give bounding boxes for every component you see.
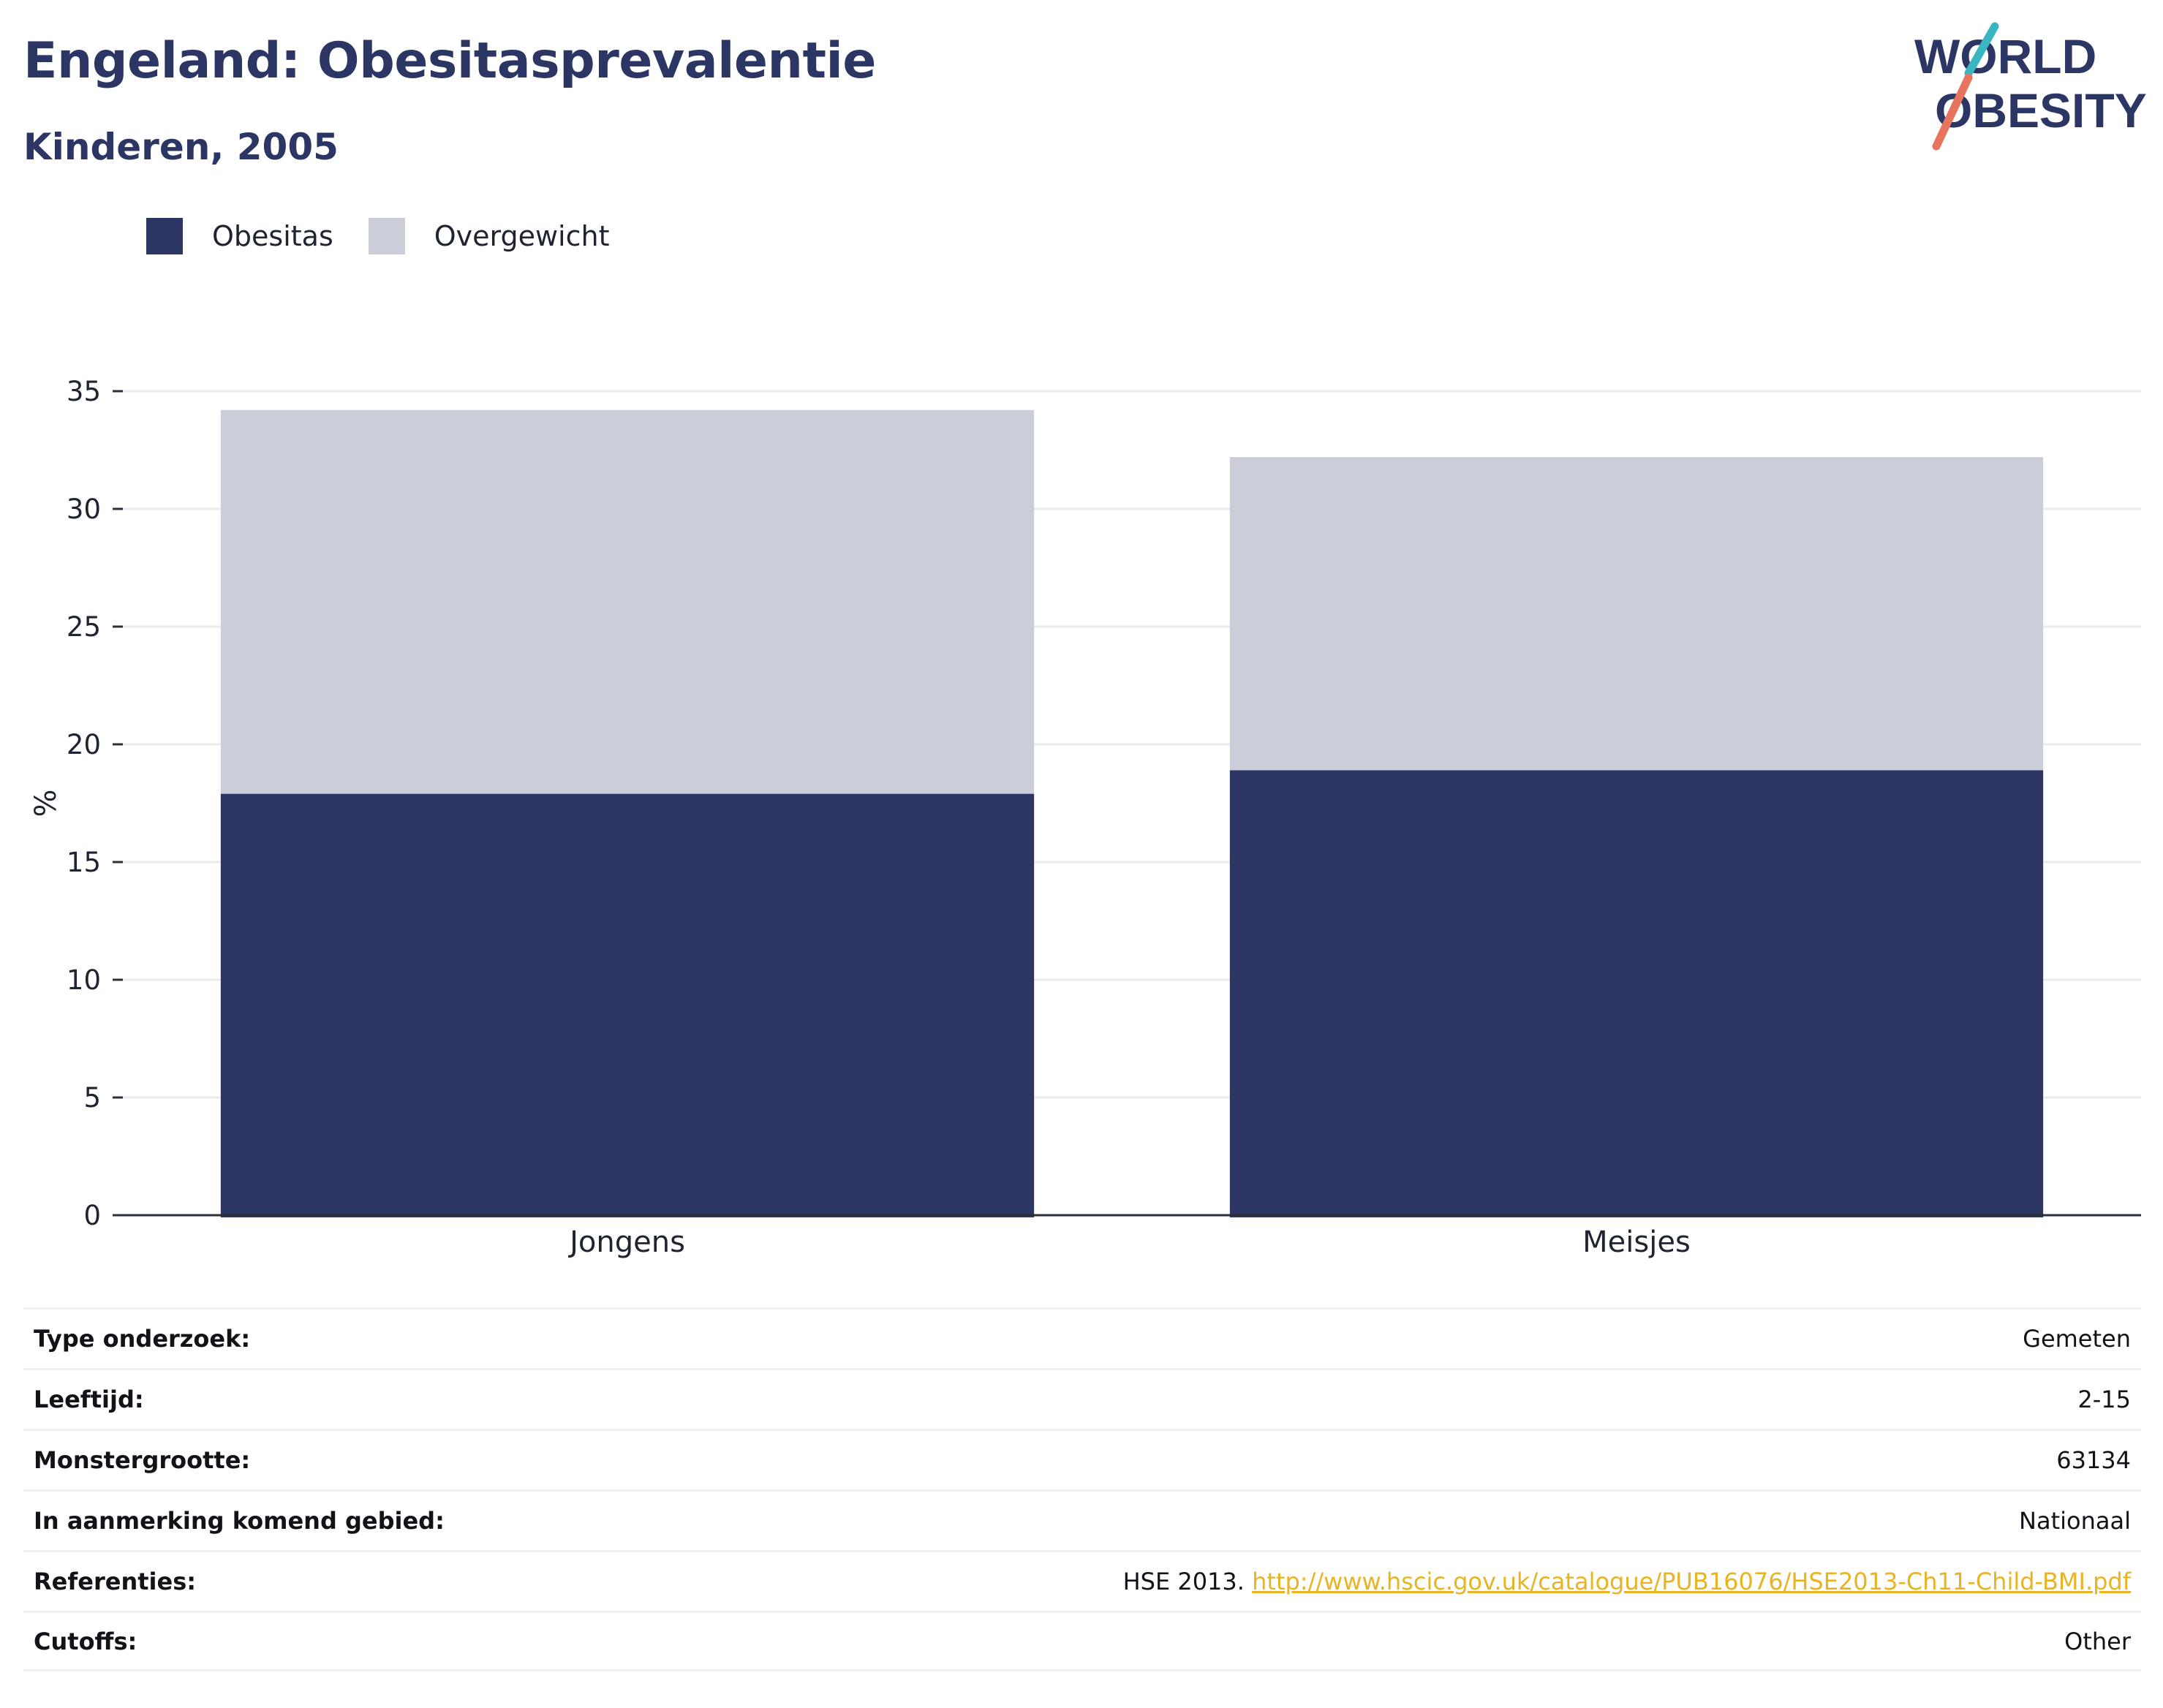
logo-slash-teal	[1964, 22, 1999, 78]
chart-legend: Obesitas Overgewicht	[146, 218, 645, 254]
y-tick-label: 5	[83, 1082, 101, 1114]
y-tick-label: 25	[67, 611, 101, 643]
x-tick-label: Jongens	[567, 1225, 685, 1259]
svg-text:OBESITY: OBESITY	[1935, 83, 2147, 137]
stacked-bar-chart: 0 5 10 15 20 25 30 35% Jongens Meisjes	[29, 376, 2141, 1259]
table-row: Type onderzoek: Gemeten	[23, 1307, 2141, 1368]
legend-swatch-obesitas	[146, 218, 183, 254]
svg-text:WORLD: WORLD	[1914, 29, 2096, 83]
row-label: Leeftijd:	[34, 1386, 144, 1413]
y-tick-label: 0	[83, 1200, 101, 1231]
legend-label-obesitas: Obesitas	[212, 220, 333, 252]
legend-label-overgewicht: Overgewicht	[434, 220, 610, 252]
y-tick-label: 15	[67, 847, 101, 878]
y-tick-label: 35	[67, 376, 101, 407]
legend-item-obesitas[interactable]: Obesitas	[146, 218, 333, 254]
legend-swatch-overgewicht	[368, 218, 405, 254]
row-label: Monstergrootte:	[34, 1446, 251, 1474]
table-row: In aanmerking komend gebied: Nationaal	[23, 1489, 2141, 1550]
row-value: 63134	[2056, 1446, 2131, 1474]
x-tick-label: Meisjes	[1582, 1225, 1691, 1259]
reference-text: HSE 2013.	[1122, 1568, 1253, 1595]
y-axis-label: %	[29, 789, 63, 817]
table-row: Cutoffs: Other	[23, 1611, 2141, 1671]
legend-item-overgewicht[interactable]: Overgewicht	[368, 218, 610, 254]
page-subtitle: Kinderen, 2005	[23, 126, 339, 168]
row-label: Referenties:	[34, 1568, 197, 1595]
logo-slash-coral	[1932, 73, 1973, 151]
row-value: Gemeten	[2023, 1325, 2131, 1353]
row-value: Nationaal	[2019, 1507, 2131, 1535]
row-label: Cutoffs:	[34, 1627, 137, 1655]
row-value: Other	[2064, 1627, 2131, 1655]
page-title: Engeland: Obesitasprevalentie	[23, 32, 876, 90]
logo-letter: W	[1914, 29, 1960, 83]
bar-overgewicht-jongens[interactable]	[220, 409, 1035, 794]
y-tick-label: 30	[67, 494, 101, 525]
y-tick-label: 20	[67, 729, 101, 760]
row-value: HSE 2013. http://www.hscic.gov.uk/catalo…	[1123, 1568, 2131, 1595]
row-label: Type onderzoek:	[34, 1325, 251, 1353]
logo-letter: BESITY	[1972, 83, 2146, 137]
bar-overgewicht-meisjes[interactable]	[1229, 457, 2044, 771]
world-obesity-logo: WORLD OBESITY	[1914, 22, 2147, 151]
table-row: Monstergrootte: 63134	[23, 1429, 2141, 1489]
table-row: Referenties: HSE 2013. http://www.hscic.…	[23, 1550, 2141, 1611]
logo-letter: RLD	[1998, 29, 2097, 83]
reference-link[interactable]: http://www.hscic.gov.uk/catalogue/PUB160…	[1252, 1568, 2131, 1595]
table-row: Leeftijd: 2-15	[23, 1368, 2141, 1429]
info-table: Type onderzoek: Gemeten Leeftijd: 2-15 M…	[23, 1307, 2141, 1671]
row-value: 2-15	[2077, 1386, 2131, 1413]
y-tick-label: 10	[67, 964, 101, 996]
bar-obesitas-jongens[interactable]	[220, 793, 1035, 1217]
bar-obesitas-meisjes[interactable]	[1229, 770, 2044, 1217]
row-label: In aanmerking komend gebied:	[34, 1507, 445, 1535]
